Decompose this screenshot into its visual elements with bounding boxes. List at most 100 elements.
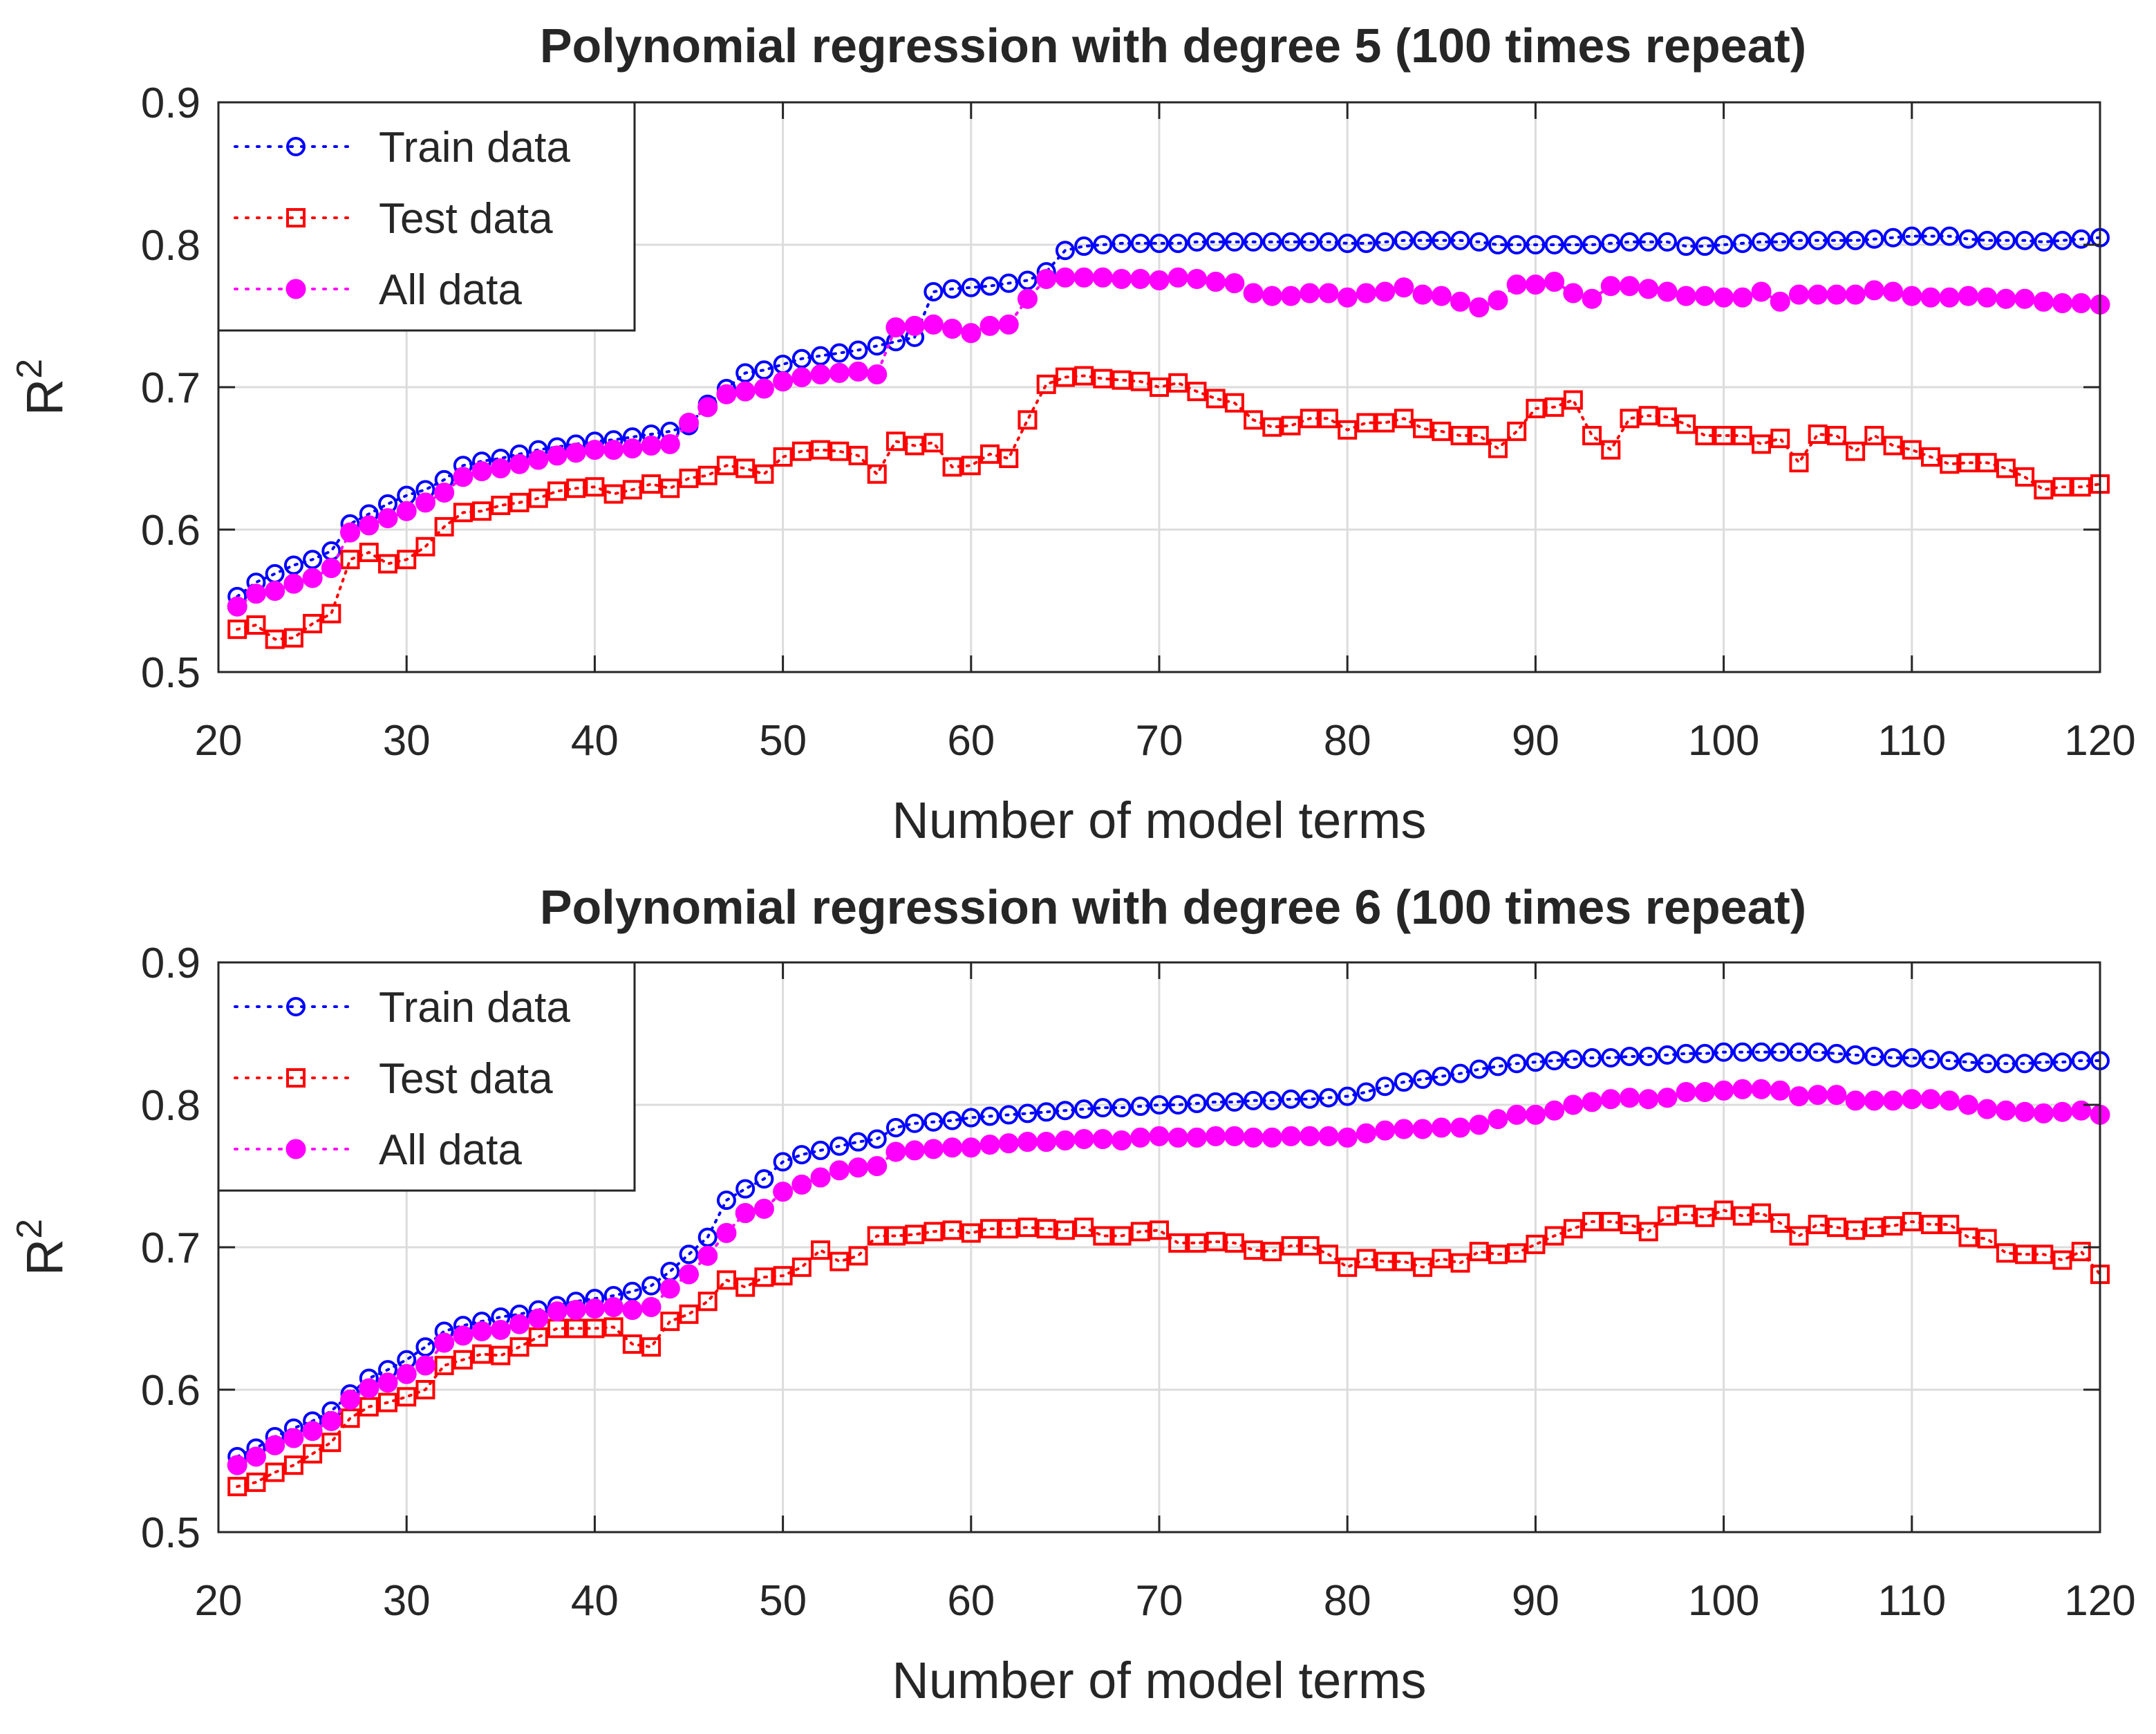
data-point bbox=[791, 348, 812, 369]
data-point bbox=[1187, 232, 1207, 252]
data-point bbox=[1582, 426, 1602, 446]
data-point bbox=[1168, 267, 1188, 288]
data-point bbox=[1864, 1090, 1884, 1111]
x-tick-label: 40 bbox=[571, 717, 619, 765]
data-point bbox=[773, 371, 794, 392]
data-point bbox=[1018, 410, 1038, 430]
y-tick-label: 0.5 bbox=[141, 649, 200, 697]
data-point bbox=[1883, 1090, 1904, 1111]
data-point bbox=[810, 1167, 831, 1188]
data-point bbox=[924, 1112, 944, 1132]
data-point bbox=[904, 315, 925, 336]
data-point bbox=[924, 1222, 944, 1242]
data-point bbox=[999, 1219, 1019, 1239]
data-point bbox=[1544, 1226, 1564, 1246]
data-point bbox=[1469, 1115, 1490, 1135]
data-point bbox=[1507, 1054, 1527, 1074]
data-point bbox=[1958, 1052, 1978, 1072]
data-point bbox=[321, 1433, 341, 1453]
data-point bbox=[1563, 1050, 1583, 1070]
data-point bbox=[1732, 287, 1753, 308]
data-point bbox=[1601, 233, 1621, 253]
data-point bbox=[1168, 1127, 1188, 1148]
data-point bbox=[1450, 1063, 1470, 1083]
data-point bbox=[1092, 1128, 1113, 1149]
data-point bbox=[1921, 226, 1941, 246]
data-point bbox=[547, 445, 568, 466]
data-point bbox=[1093, 369, 1113, 389]
data-point bbox=[1488, 438, 1508, 458]
data-point bbox=[396, 501, 417, 521]
data-point bbox=[1939, 1090, 1960, 1111]
data-point bbox=[302, 1421, 323, 1442]
data-point bbox=[359, 515, 379, 536]
data-point bbox=[1582, 1092, 1602, 1112]
data-point bbox=[1921, 1215, 1941, 1235]
data-point bbox=[1638, 406, 1658, 426]
data-point bbox=[1751, 281, 1772, 302]
y-tick-label: 0.9 bbox=[141, 80, 200, 127]
data-point bbox=[1168, 1233, 1188, 1253]
data-point bbox=[2052, 292, 2073, 313]
data-point bbox=[1525, 274, 1546, 295]
data-point bbox=[1732, 233, 1752, 253]
x-tick-label: 60 bbox=[947, 1577, 995, 1625]
data-point bbox=[1356, 1123, 1376, 1144]
data-point bbox=[359, 1397, 379, 1417]
data-point bbox=[528, 1308, 549, 1329]
data-point bbox=[924, 281, 944, 301]
data-point bbox=[1149, 1126, 1170, 1146]
x-tick-label: 120 bbox=[2064, 1577, 2135, 1625]
data-point bbox=[1714, 235, 1734, 254]
x-tick-label: 50 bbox=[759, 1577, 807, 1625]
data-point bbox=[265, 1435, 285, 1455]
data-point bbox=[283, 573, 304, 594]
data-point bbox=[735, 1277, 756, 1297]
data-point bbox=[659, 434, 680, 454]
x-tick-label: 40 bbox=[571, 1577, 619, 1625]
data-point bbox=[622, 438, 643, 459]
data-point bbox=[1488, 1244, 1508, 1265]
data-point bbox=[1413, 1069, 1433, 1089]
data-point bbox=[566, 478, 586, 498]
legend-entry: Test data bbox=[234, 195, 553, 243]
data-point bbox=[716, 1270, 736, 1290]
legend-marker bbox=[286, 208, 306, 227]
data-point bbox=[1563, 390, 1583, 410]
data-point bbox=[1262, 1090, 1282, 1110]
data-point bbox=[1808, 1085, 1828, 1106]
data-point bbox=[1883, 436, 1903, 456]
data-point bbox=[659, 1278, 680, 1299]
data-point bbox=[980, 444, 1000, 464]
data-point bbox=[377, 508, 398, 529]
data-point bbox=[359, 1378, 379, 1399]
data-point bbox=[1752, 1203, 1772, 1223]
data-point bbox=[1657, 232, 1677, 252]
data-point bbox=[829, 1251, 850, 1271]
data-point bbox=[1224, 273, 1245, 294]
data-point bbox=[1507, 235, 1527, 254]
data-point bbox=[1902, 1048, 1922, 1068]
data-point bbox=[999, 273, 1019, 293]
data-point bbox=[1356, 233, 1376, 253]
x-tick-label: 120 bbox=[2064, 717, 2135, 765]
data-point bbox=[1921, 447, 1941, 467]
chart-title: Polynomial regression with degree 6 (100… bbox=[540, 880, 1806, 934]
data-point bbox=[509, 1314, 530, 1334]
data-point bbox=[791, 1145, 812, 1165]
legend-entry: Train data bbox=[234, 984, 570, 1032]
data-point bbox=[265, 629, 285, 649]
y-tick-label: 0.6 bbox=[141, 507, 200, 554]
data-point bbox=[2052, 477, 2072, 497]
data-point bbox=[1469, 232, 1489, 252]
data-point bbox=[679, 1244, 699, 1265]
data-point bbox=[1789, 230, 1809, 250]
data-point bbox=[227, 619, 247, 640]
data-point bbox=[1300, 1236, 1320, 1256]
data-point bbox=[1770, 429, 1790, 449]
legend-label: All data bbox=[379, 1126, 522, 1174]
data-point bbox=[1676, 1081, 1696, 1102]
data-point bbox=[885, 1117, 906, 1137]
data-point bbox=[415, 1355, 435, 1376]
